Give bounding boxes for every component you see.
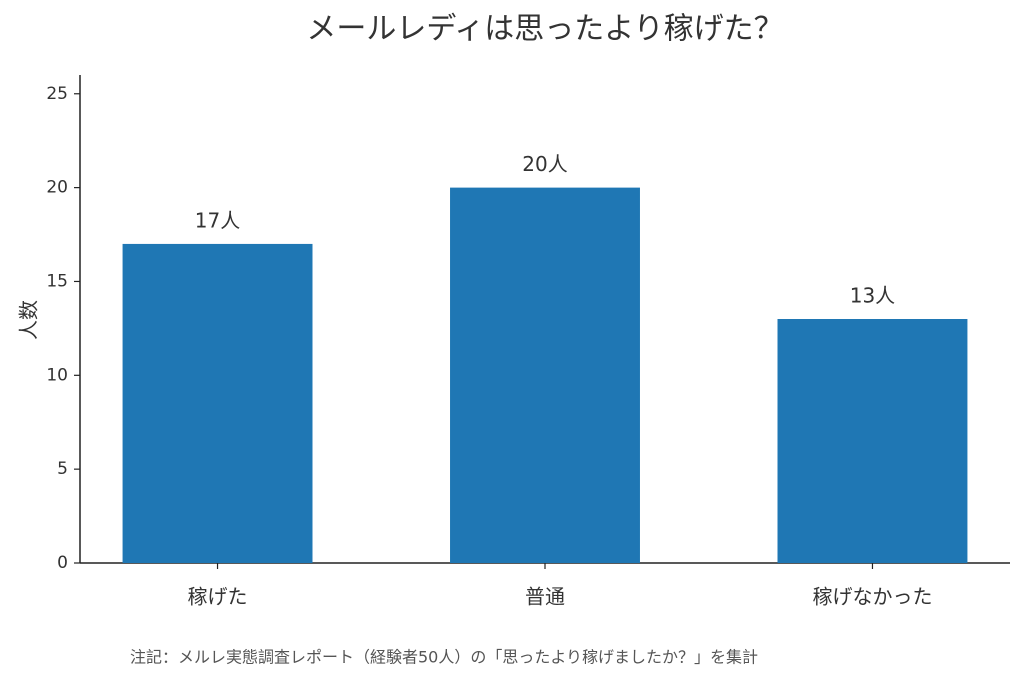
value-label: 20人 — [522, 152, 567, 176]
x-tick-label: 稼げた — [188, 585, 248, 609]
note: 注記：メルレ実態調査レポート（経験者50人）の「思ったより稼げましたか？」を集計 — [130, 648, 758, 667]
y-tick-label: 0 — [57, 553, 68, 573]
y-tick-label: 5 — [57, 459, 68, 479]
x-tick-label: 普通 — [525, 585, 565, 609]
bar — [450, 187, 640, 563]
y-tick-label: 20 — [46, 178, 68, 198]
x-tick-label: 稼げなかった — [812, 585, 932, 609]
y-tick-label: 15 — [46, 271, 68, 291]
bar — [122, 243, 313, 563]
y-tick-label: 10 — [46, 365, 68, 385]
value-label: 13人 — [850, 284, 895, 308]
y-tick-label: 25 — [46, 84, 68, 104]
chart-title: メールレディは思ったより稼げた？ — [306, 12, 783, 47]
y-axis-label: 人数 — [17, 300, 41, 340]
value-label: 17人 — [195, 208, 240, 232]
bar — [777, 319, 968, 563]
